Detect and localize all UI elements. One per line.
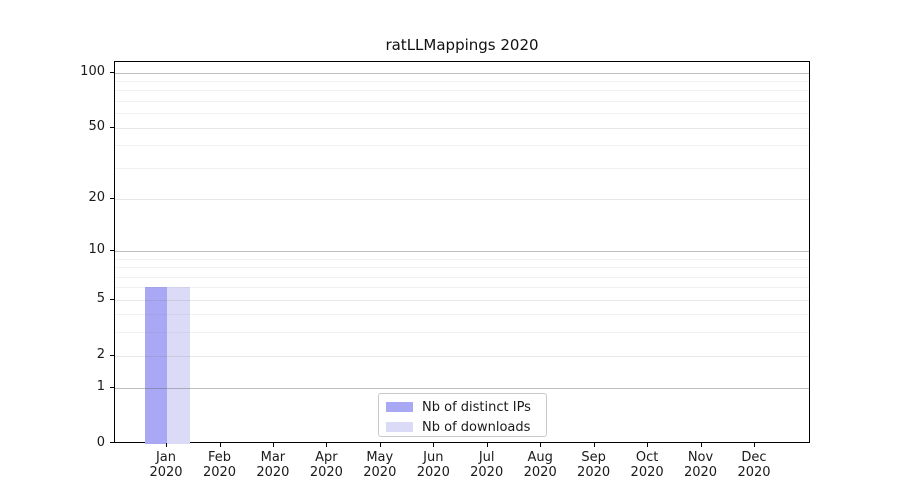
gridline-y-6 — [115, 287, 809, 289]
x-tick-label-apr-2020: Apr 2020 — [309, 450, 343, 480]
y-tick-label-1: 1 — [96, 379, 105, 395]
y-tick-label-5: 5 — [96, 290, 105, 306]
x-tick-dec-2020 — [754, 443, 755, 447]
x-tick-label-jul-2020: Jul 2020 — [470, 450, 504, 480]
gridline-y-10 — [115, 251, 809, 252]
x-tick-label-oct-2020: Oct 2020 — [630, 450, 664, 480]
x-tick-label-jun-2020: Jun 2020 — [416, 450, 450, 480]
x-tick-label-nov-2020: Nov 2020 — [683, 450, 718, 480]
x-tick-aug-2020 — [540, 443, 542, 447]
y-tick-label-50: 50 — [88, 118, 105, 134]
x-tick-apr-2020 — [326, 443, 328, 447]
gridline-y-100 — [115, 72, 809, 74]
x-tick-mar-2020 — [272, 443, 274, 447]
y-tick-100 — [110, 71, 114, 73]
gridline-y-60 — [115, 113, 809, 114]
x-tick-may-2020 — [379, 443, 381, 447]
gridline-y-8 — [115, 267, 809, 269]
gridline-y-80 — [115, 90, 809, 92]
legend: Nb of distinct IPs Nb of downloads — [378, 393, 547, 437]
x-tick-label-aug-2020: Aug 2020 — [523, 450, 557, 480]
y-tick-label-2: 2 — [96, 346, 105, 362]
x-tick-sep-2020 — [593, 443, 595, 447]
bar-nb-of-distinct-ips-jan-2020 — [144, 287, 167, 444]
x-tick-feb-2020 — [219, 443, 221, 447]
x-tick-jun-2020 — [433, 443, 435, 447]
gridline-y-70 — [115, 100, 809, 102]
x-tick-label-jan-2020: Jan 2020 — [149, 450, 183, 480]
y-tick-label-100: 100 — [80, 63, 105, 79]
y-tick-5 — [110, 298, 114, 300]
x-tick-label-feb-2020: Feb 2020 — [202, 450, 237, 480]
gridline-y-7 — [115, 276, 809, 278]
plot-area — [114, 61, 810, 444]
gridline-y-20 — [115, 198, 809, 200]
gridline-y-4 — [115, 314, 809, 316]
gridline-y-5 — [115, 299, 809, 301]
legend-label-distinct-ips: Nb of distinct IPs — [422, 399, 531, 415]
y-tick-label-0: 0 — [96, 435, 105, 450]
x-tick-oct-2020 — [647, 443, 649, 447]
y-tick-1 — [110, 387, 114, 389]
gridline-y-1 — [115, 388, 809, 390]
x-tick-jul-2020 — [486, 443, 488, 447]
legend-swatch-downloads — [386, 422, 413, 432]
gridline-y-50 — [115, 127, 809, 129]
x-tick-label-mar-2020: Mar 2020 — [256, 450, 290, 480]
x-tick-label-may-2020: May 2020 — [363, 450, 397, 480]
y-tick-0 — [110, 442, 114, 443]
gridline-y-30 — [115, 167, 809, 169]
legend-item-downloads: Nb of downloads — [386, 418, 546, 436]
gridline-y-90 — [115, 80, 809, 82]
gridline-y-3 — [115, 332, 809, 334]
x-tick-jan-2020 — [166, 443, 167, 447]
y-tick-20 — [110, 197, 114, 199]
legend-item-distinct-ips: Nb of distinct IPs — [386, 398, 546, 416]
y-tick-label-10: 10 — [88, 242, 105, 257]
y-tick-50 — [110, 126, 114, 128]
y-tick-10 — [110, 250, 114, 251]
legend-label-downloads: Nb of downloads — [422, 419, 531, 435]
gridline-y-40 — [115, 145, 809, 146]
y-tick-2 — [110, 354, 114, 356]
gridline-y-9 — [115, 258, 809, 260]
x-tick-label-dec-2020: Dec 2020 — [737, 450, 771, 480]
gridline-y-2 — [115, 355, 809, 357]
chart-title: ratLLMappings 2020 — [385, 36, 539, 54]
bar-nb-of-downloads-jan-2020 — [167, 287, 190, 444]
x-tick-label-sep-2020: Sep 2020 — [577, 450, 611, 480]
y-tick-label-20: 20 — [88, 189, 105, 205]
legend-swatch-distinct-ips — [386, 402, 413, 412]
x-tick-nov-2020 — [700, 443, 702, 447]
